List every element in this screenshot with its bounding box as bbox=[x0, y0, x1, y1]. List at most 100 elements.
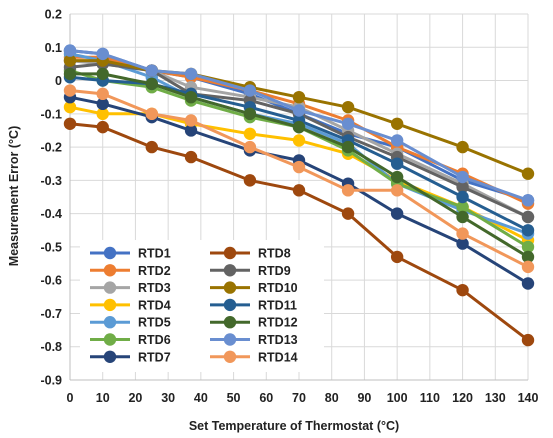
legend-label: RTD2 bbox=[138, 264, 171, 278]
data-point bbox=[292, 134, 306, 147]
data-point bbox=[390, 250, 404, 264]
data-point bbox=[145, 77, 158, 91]
legend-swatch-marker bbox=[103, 246, 117, 260]
series-rtd10 bbox=[63, 54, 535, 180]
legend-label: RTD8 bbox=[258, 247, 291, 261]
data-point bbox=[456, 227, 469, 240]
y-tick-label: -0.9 bbox=[40, 374, 62, 388]
data-point bbox=[184, 67, 198, 81]
legend-item: RTD14 bbox=[210, 350, 298, 364]
legend-swatch-marker bbox=[103, 316, 117, 329]
data-point bbox=[341, 207, 355, 220]
legend-label: RTD9 bbox=[258, 264, 291, 278]
data-point bbox=[341, 184, 355, 197]
y-tick-label: -0.2 bbox=[40, 141, 62, 155]
data-point bbox=[63, 54, 77, 67]
data-point bbox=[456, 283, 469, 297]
data-point bbox=[456, 200, 469, 214]
legend-swatch-marker bbox=[103, 264, 117, 277]
data-point bbox=[96, 97, 109, 111]
legend-label: RTD12 bbox=[258, 316, 298, 330]
x-axis-title: Set Temperature of Thermostat (°C) bbox=[189, 419, 399, 433]
data-point bbox=[96, 67, 109, 81]
data-point bbox=[521, 250, 535, 264]
data-point bbox=[243, 140, 257, 154]
data-point bbox=[456, 237, 469, 250]
y-tick-label: -0.5 bbox=[40, 240, 62, 254]
series-rtd13 bbox=[63, 44, 535, 207]
data-point bbox=[521, 210, 535, 224]
legend-item: RTD2 bbox=[90, 264, 171, 278]
x-tick-label: 80 bbox=[325, 391, 339, 405]
data-point bbox=[521, 167, 535, 180]
legend-swatch-marker bbox=[103, 298, 117, 312]
legend-swatch-marker bbox=[223, 333, 237, 346]
legend-item: RTD11 bbox=[210, 298, 297, 312]
legend-item: RTD4 bbox=[90, 298, 171, 312]
data-point bbox=[184, 150, 198, 164]
legend-label: RTD11 bbox=[258, 298, 297, 312]
x-tick-label: 40 bbox=[194, 391, 208, 405]
data-point bbox=[243, 84, 257, 97]
series-line bbox=[69, 89, 529, 269]
data-point bbox=[456, 190, 469, 204]
data-point bbox=[390, 184, 404, 197]
x-tick-label: 120 bbox=[452, 391, 473, 405]
data-point bbox=[243, 107, 257, 121]
series-line bbox=[69, 49, 529, 202]
y-axis-title: Measurement Error (°C) bbox=[7, 126, 21, 266]
data-point bbox=[521, 240, 535, 254]
legend-label: RTD4 bbox=[138, 298, 171, 312]
legend-item: RTD12 bbox=[210, 316, 298, 330]
legend-swatch-marker bbox=[223, 316, 237, 329]
data-point bbox=[145, 64, 158, 77]
legend-item: RTD7 bbox=[90, 350, 171, 364]
legend-swatch-marker bbox=[103, 350, 117, 363]
legend-swatch-marker bbox=[223, 246, 237, 260]
series-line bbox=[69, 95, 529, 285]
x-tick-label: 100 bbox=[387, 391, 408, 405]
x-tick-label: 70 bbox=[292, 391, 306, 405]
data-point bbox=[341, 140, 355, 154]
y-tick-label: -0.3 bbox=[40, 174, 62, 188]
series-line bbox=[70, 59, 529, 176]
legend-item: RTD5 bbox=[90, 316, 171, 330]
series-line bbox=[70, 72, 529, 259]
data-point bbox=[63, 67, 77, 81]
legend-swatch-marker bbox=[223, 281, 237, 294]
data-point bbox=[390, 134, 404, 147]
data-point bbox=[184, 124, 198, 137]
data-point bbox=[292, 160, 306, 174]
data-point bbox=[292, 120, 306, 134]
legend-swatch-marker bbox=[223, 264, 237, 277]
data-point bbox=[341, 100, 355, 114]
legend-label: RTD14 bbox=[258, 350, 298, 364]
series-lines bbox=[63, 44, 535, 347]
y-tick-label: -0.8 bbox=[40, 340, 62, 354]
y-tick-label: -0.6 bbox=[40, 274, 62, 288]
data-point bbox=[292, 184, 306, 197]
x-tick-label: 10 bbox=[96, 391, 110, 405]
data-point bbox=[96, 47, 109, 61]
y-tick-label: -0.7 bbox=[40, 307, 62, 321]
series-rtd8 bbox=[63, 117, 535, 347]
legend-item: RTD6 bbox=[90, 333, 171, 347]
data-point bbox=[63, 44, 77, 57]
data-point bbox=[184, 114, 198, 127]
x-tick-label: 50 bbox=[227, 391, 241, 405]
data-point bbox=[63, 100, 77, 114]
legend-item: RTD1 bbox=[90, 247, 171, 261]
data-point bbox=[243, 174, 257, 187]
x-tick-label: 90 bbox=[357, 391, 371, 405]
series-line bbox=[69, 105, 529, 242]
data-point bbox=[96, 87, 109, 101]
data-point bbox=[63, 117, 77, 130]
axes: 0 10 20 30 40 50 60 70 80 90 100 110 120 130 140 0.2 0.1… bbox=[40, 8, 538, 406]
x-tick-label: 30 bbox=[161, 391, 175, 405]
legend-label: RTD5 bbox=[138, 316, 171, 330]
legend-item: RTD9 bbox=[210, 264, 291, 278]
data-point bbox=[243, 127, 257, 140]
legend-label: RTD1 bbox=[138, 247, 171, 261]
